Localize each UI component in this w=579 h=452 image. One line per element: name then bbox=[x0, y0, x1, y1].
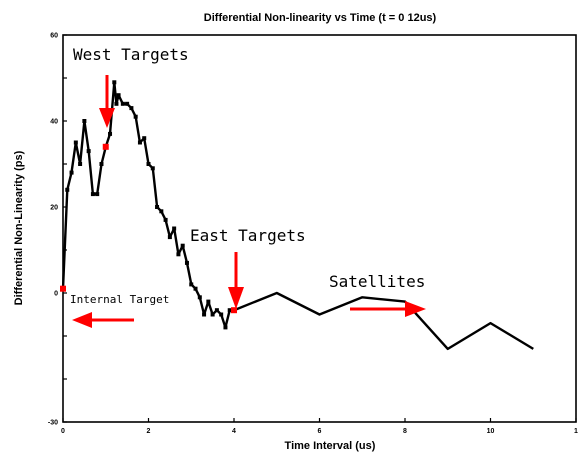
x-tick-label: 2 bbox=[147, 428, 151, 435]
data-point bbox=[193, 286, 198, 291]
highlight-point bbox=[102, 143, 109, 150]
highlight-point bbox=[231, 307, 237, 314]
west-targets-arrow bbox=[99, 75, 115, 128]
data-point bbox=[114, 101, 119, 106]
data-point bbox=[108, 131, 113, 136]
data-point bbox=[90, 192, 95, 197]
data-point bbox=[210, 312, 215, 317]
data-point bbox=[112, 80, 117, 85]
data-point bbox=[223, 325, 228, 330]
data-point bbox=[125, 101, 130, 106]
data-point bbox=[184, 260, 189, 265]
data-point bbox=[167, 235, 172, 240]
plot-frame bbox=[62, 34, 577, 423]
data-point bbox=[206, 299, 211, 304]
data-point bbox=[99, 162, 104, 166]
annotation-satellites: Satellites bbox=[329, 272, 425, 291]
annotation-east-targets: East Targets bbox=[190, 226, 306, 245]
data-point bbox=[202, 312, 207, 317]
data-point bbox=[172, 226, 177, 231]
x-axis-label: Time Interval (us) bbox=[285, 440, 376, 452]
data-point bbox=[214, 308, 219, 313]
data-point bbox=[86, 149, 91, 154]
data-point bbox=[142, 136, 147, 141]
data-point bbox=[227, 308, 232, 313]
x-tick-label: 4 bbox=[232, 428, 236, 435]
y-tick-label: 20 bbox=[50, 205, 58, 212]
chart-title: Differential Non-linearity vs Time (t = … bbox=[204, 12, 437, 24]
y-tick-label: 40 bbox=[50, 119, 58, 126]
data-point bbox=[65, 187, 70, 192]
data-point bbox=[116, 93, 121, 98]
internal-target-arrow bbox=[72, 312, 134, 328]
annotation-west-targets: West Targets bbox=[73, 45, 189, 64]
data-point bbox=[78, 162, 83, 166]
data-point bbox=[176, 252, 181, 257]
series-line bbox=[61, 81, 534, 351]
data-point bbox=[129, 106, 134, 111]
data-point bbox=[82, 119, 87, 123]
data-series bbox=[60, 80, 534, 351]
data-point bbox=[155, 205, 160, 209]
y-tick-label: 60 bbox=[50, 33, 58, 40]
y-tick-label: 0 bbox=[54, 291, 58, 298]
data-point bbox=[120, 101, 125, 106]
data-point bbox=[73, 140, 78, 145]
data-point bbox=[137, 140, 142, 145]
y-tick-label: -30 bbox=[48, 420, 58, 427]
data-point bbox=[163, 217, 168, 222]
annotation-internal-target: Internal Target bbox=[70, 293, 169, 306]
data-point bbox=[69, 170, 74, 175]
x-tick-label: 8 bbox=[403, 428, 407, 435]
x-tick-label: 1 bbox=[574, 428, 578, 435]
data-point bbox=[146, 162, 151, 166]
x-tick-label: 6 bbox=[318, 428, 322, 435]
data-point bbox=[180, 243, 185, 248]
x-axis-ticks: 0 2 4 6 8 10 1 bbox=[61, 418, 578, 435]
y-axis-label: Differential Non-Linearity (ps) bbox=[13, 150, 25, 305]
x-tick-label: 0 bbox=[61, 428, 65, 435]
satellites-arrow bbox=[350, 301, 426, 317]
data-point bbox=[189, 282, 194, 287]
data-point bbox=[197, 295, 202, 300]
east-targets-arrow bbox=[228, 252, 244, 309]
data-point bbox=[95, 192, 100, 197]
x-tick-label: 10 bbox=[487, 428, 495, 435]
data-point bbox=[150, 166, 155, 171]
y-axis-ticks: -30 0 20 40 60 bbox=[48, 33, 67, 427]
data-point bbox=[133, 114, 138, 119]
data-point bbox=[219, 312, 224, 317]
highlight-point bbox=[60, 285, 66, 292]
data-point bbox=[159, 209, 164, 214]
